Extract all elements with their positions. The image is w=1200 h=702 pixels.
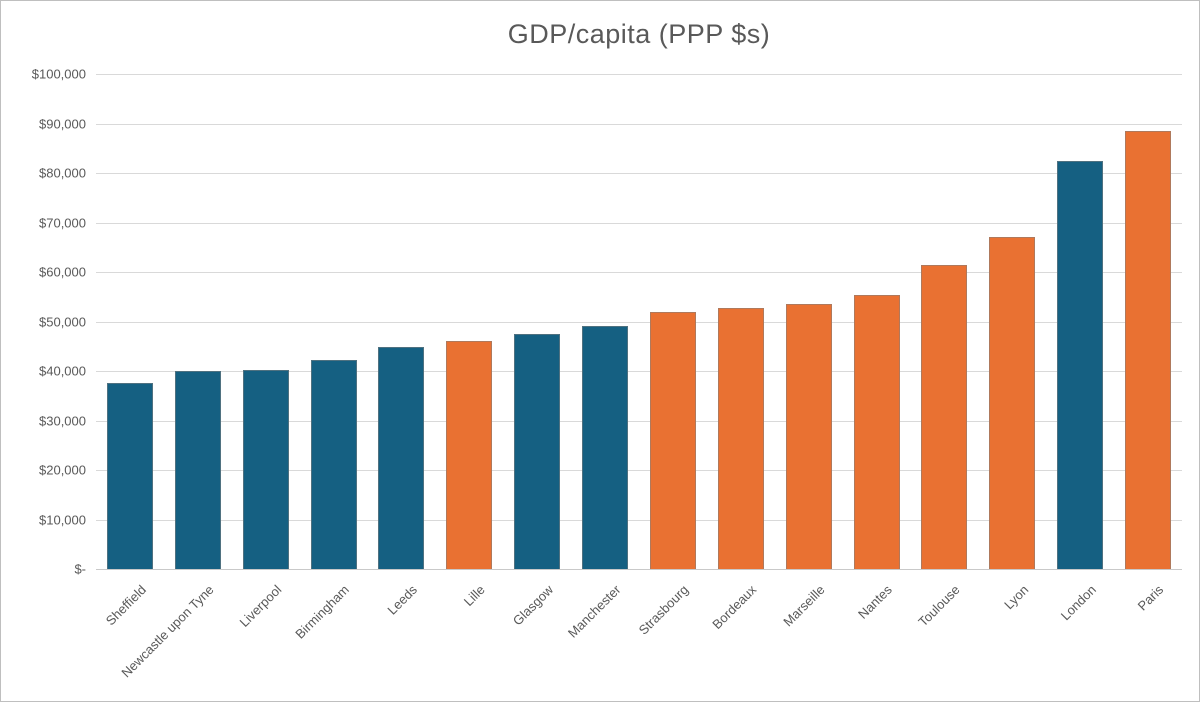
plot-area (96, 74, 1182, 570)
x-tick-label-sheffield: Sheffield (102, 582, 149, 629)
x-tick-label-london: London (1057, 582, 1099, 624)
bar-birmingham (310, 360, 357, 569)
y-tick-label: $60,000 (39, 264, 86, 280)
y-tick-label: $30,000 (39, 413, 86, 428)
bar-newcastle-upon-tyne (174, 370, 221, 569)
x-tick-label-lille: Lille (460, 582, 488, 609)
y-tick-label: $40,000 (39, 363, 86, 379)
x-tick-label-marseille: Marseille (779, 582, 828, 630)
bar-toulouse (921, 264, 968, 569)
gridline (96, 470, 1182, 471)
bar-liverpool (242, 369, 289, 569)
gridline (96, 272, 1182, 273)
bar-glasgow (514, 334, 561, 569)
gridline (96, 173, 1182, 174)
gridline (96, 519, 1182, 521)
x-tick-label-leeds: Leeds (384, 582, 421, 618)
bar-bordeaux (717, 307, 764, 569)
y-tick-label: $50,000 (39, 314, 86, 329)
x-tick-label-bordeaux: Bordeaux (709, 582, 760, 632)
gridline (96, 74, 1182, 75)
y-tick-label: $90,000 (39, 116, 86, 131)
x-tick-label-liverpool: Liverpool (236, 582, 285, 630)
gridline (96, 371, 1182, 372)
x-tick-label-lyon: Lyon (1000, 582, 1031, 613)
x-tick-label-nantes: Nantes (855, 582, 896, 622)
bar-lyon (989, 237, 1036, 569)
x-axis-labels: Sheffield Newcastle upon Tyne Liverpool Bir… (96, 570, 1182, 700)
y-tick-label: $100,000 (31, 66, 86, 82)
y-tick-label: $70,000 (39, 215, 86, 230)
y-tick-label: $20,000 (39, 462, 86, 478)
gridline (96, 123, 1182, 125)
gridline (96, 321, 1182, 323)
bar-manchester (582, 326, 629, 569)
bar-nantes (853, 295, 900, 569)
chart-title: GDP/capita (PPP $s) (507, 19, 771, 49)
bar-sheffield (106, 383, 153, 569)
x-tick-label-paris: Paris (1135, 582, 1167, 614)
y-tick-label: $80,000 (39, 165, 86, 181)
bar-paris (1125, 131, 1172, 569)
bar-london (1057, 161, 1104, 569)
bar-marseille (785, 303, 832, 569)
bar-leeds (378, 346, 425, 569)
x-tick-label-strasbourg: Strasbourg (635, 582, 692, 638)
x-tick-label-toulouse: Toulouse (915, 582, 964, 630)
gridline (96, 222, 1182, 224)
y-tick-label: $10,000 (39, 512, 86, 527)
x-tick-label-birmingham: Birmingham (292, 582, 353, 642)
bar-strasbourg (649, 312, 696, 569)
x-tick-label-manchester: Manchester (565, 582, 624, 641)
gridline (96, 420, 1182, 422)
bar-lille (446, 341, 493, 569)
y-tick-label: $- (74, 561, 86, 577)
y-axis-labels: $- $10,000 $20,000 $30,000 $40,000 $50,000 $60… (1, 67, 86, 577)
x-tick-label-glasgow: Glasgow (509, 582, 556, 629)
